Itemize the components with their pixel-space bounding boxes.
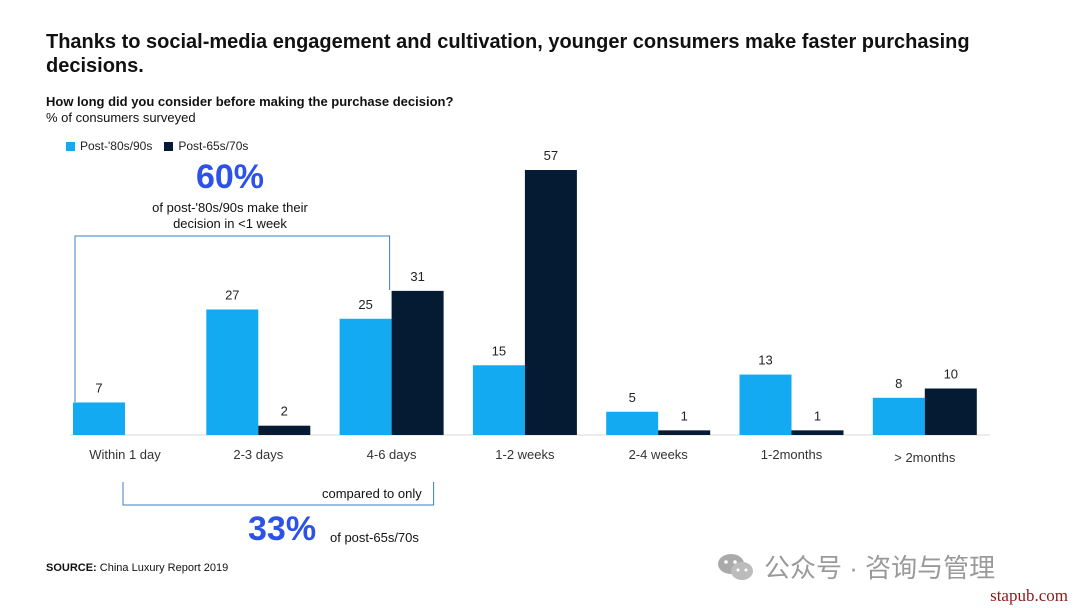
callout-33-value: 33% <box>248 510 317 548</box>
legend-swatch-young <box>66 141 75 151</box>
data-label-old-4: 1 <box>681 408 688 423</box>
data-label-young-1: 27 <box>225 287 239 302</box>
x-tick-label-4: 2-4 weeks <box>629 447 689 462</box>
x-tick-label-1: 2-3 days <box>233 447 283 462</box>
bar-young-2 <box>339 318 392 435</box>
data-label-old-5: 1 <box>814 408 821 423</box>
bar-old-5 <box>791 430 844 435</box>
watermark-site: stapub.com <box>990 586 1068 605</box>
bar-young-0 <box>73 402 125 435</box>
chart-title: Thanks to social-media engagement and cu… <box>46 31 970 77</box>
chart-question: How long did you consider before making … <box>46 94 454 109</box>
x-tick-label-2: 4-6 days <box>367 447 417 462</box>
bracket-bottom <box>122 482 435 506</box>
bar-young-1 <box>206 309 259 435</box>
legend-swatch-old <box>164 141 174 151</box>
legend-item-old: Post-65s/70s <box>164 139 248 153</box>
watermark: 公众号 · 咨询与管理 <box>716 548 995 585</box>
legend: Post-'80s/90s Post-65s/70s <box>66 139 248 153</box>
x-tick-label-5: 1-2months <box>761 447 823 462</box>
legend-item-young: Post-'80s/90s <box>66 139 152 153</box>
data-label-young-3: 15 <box>492 343 506 358</box>
watermark-text: 公众号 · 咨询与管理 <box>764 553 996 583</box>
bar-old-6 <box>924 388 977 435</box>
x-tick-label-3: 1-2 weeks <box>495 447 555 462</box>
data-label-young-5: 13 <box>758 353 772 368</box>
bar-old-2 <box>391 290 444 435</box>
bracket-top <box>74 235 391 402</box>
data-label-old-3: 57 <box>544 148 558 163</box>
source-text: China Luxury Report 2019 <box>99 562 229 574</box>
data-label-old-2: 31 <box>410 269 424 284</box>
legend-label-old: Post-65s/70s <box>178 139 249 153</box>
data-label-old-1: 2 <box>281 404 288 419</box>
callout-60-value: 60% <box>195 158 265 196</box>
x-tick-label-0: Within 1 day <box>89 447 161 462</box>
bar-old-1 <box>258 425 311 435</box>
bar-old-4 <box>658 430 711 435</box>
callout-33-text: of post-65s/70s <box>330 530 419 545</box>
bar-old-3 <box>524 170 577 435</box>
legend-label-young: Post-'80s/90s <box>80 139 153 153</box>
bar-young-5 <box>739 374 792 435</box>
data-label-young-2: 25 <box>358 297 372 312</box>
callout-60-text: of post-'80s/90s make their decision in … <box>152 200 308 231</box>
data-label-young-6: 8 <box>895 376 902 391</box>
callout-compared-text: compared to only <box>322 486 422 501</box>
bar-young-3 <box>472 365 525 435</box>
source-note: SOURCE: China Luxury Report 2019 <box>46 562 228 574</box>
data-label-old-6: 10 <box>944 367 958 382</box>
data-label-young-4: 5 <box>629 390 636 405</box>
wechat-icon <box>718 553 753 580</box>
bar-young-4 <box>606 411 659 435</box>
x-tick-label-6: > 2months <box>894 450 956 465</box>
data-label-young-0: 7 <box>95 380 102 395</box>
bar-young-6 <box>872 397 925 435</box>
source-label: SOURCE: <box>46 562 97 574</box>
chart-unit: % of consumers surveyed <box>46 110 196 125</box>
